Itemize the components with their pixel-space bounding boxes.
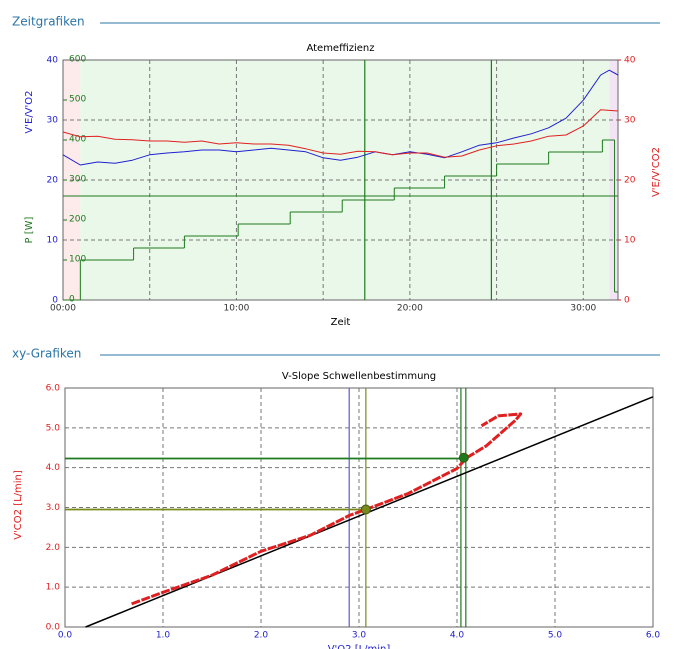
x-tick-label: 20:00 (397, 304, 423, 314)
phase-region (609, 60, 618, 300)
y-tick-label: 0.0 (46, 623, 61, 633)
y-tick-label: 40 (47, 56, 59, 66)
x-tick-label: 6.0 (646, 631, 661, 641)
y-axis-label: V'E/V'O2 (24, 90, 35, 133)
plot-frame (62, 59, 619, 301)
x-axis-label: Zeit (331, 317, 351, 328)
threshold-point (360, 504, 371, 515)
x-tick-label: 2.0 (254, 631, 269, 641)
threshold-point (458, 452, 469, 463)
scatter-trace (131, 412, 523, 606)
y3-axis-label: P [W] (24, 216, 35, 243)
x-tick-label: 30:00 (570, 304, 596, 314)
x-tick-label: 5.0 (548, 631, 563, 641)
y-tick-label: 30 (47, 116, 59, 126)
x-tick-label: 00:00 (50, 304, 76, 314)
y3-tick-label: 200 (69, 215, 86, 225)
x-tick-label: 10:00 (223, 304, 249, 314)
y-tick-label: 0 (52, 296, 58, 306)
chart-title: Atemeffizienz (306, 43, 374, 54)
y-tick-label: 20 (47, 176, 59, 186)
y-tick-label: 3.0 (46, 503, 61, 513)
plot-frame (64, 387, 654, 628)
y3-tick-label: 500 (69, 95, 86, 105)
series-line (62, 69, 619, 166)
section-title: xy-Grafiken (12, 347, 81, 361)
chart-title: V-Slope Schwellenbestimmung (282, 371, 436, 382)
y-axis-label: V'CO2 [L/min] (13, 470, 24, 540)
x-tick-label: 1.0 (156, 631, 171, 641)
y2-tick-label: 20 (624, 176, 636, 186)
y2-tick-label: 0 (624, 296, 630, 306)
y2-axis-label: V'E/V'CO2 (651, 147, 662, 197)
x-axis-label: V'O2 [L/min] (328, 644, 391, 649)
y-tick-label: 2.0 (46, 543, 61, 553)
section-title: Zeitgrafiken (12, 15, 85, 29)
y-tick-label: 6.0 (46, 384, 61, 394)
y2-tick-label: 40 (624, 56, 636, 66)
y-tick-label: 1.0 (46, 583, 61, 593)
y2-tick-label: 10 (624, 236, 636, 246)
y3-tick-label: 300 (69, 175, 86, 185)
y2-tick-label: 30 (624, 116, 636, 126)
y-tick-label: 4.0 (46, 463, 61, 473)
y-tick-label: 10 (47, 236, 59, 246)
y-tick-label: 5.0 (46, 423, 61, 433)
y3-tick-label: 100 (69, 255, 86, 265)
x-tick-label: 0.0 (58, 631, 73, 641)
y3-tick-label: 400 (69, 135, 86, 145)
series-line (62, 109, 619, 158)
x-tick-label: 4.0 (450, 631, 465, 641)
x-tick-label: 3.0 (352, 631, 367, 641)
